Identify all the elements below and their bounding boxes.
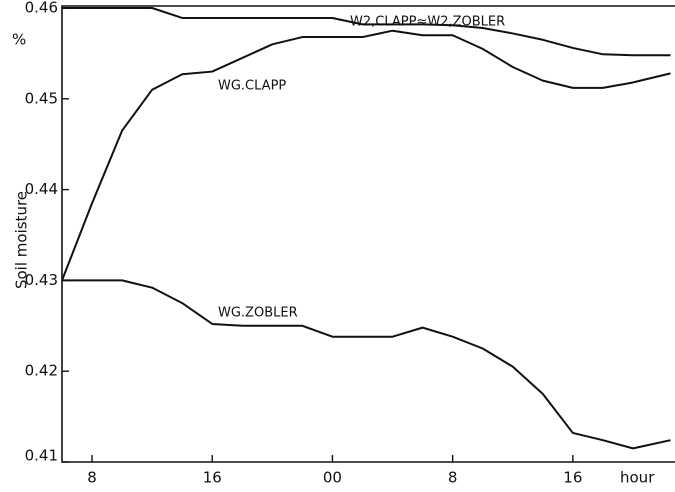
series-label: WG.ZOBLER — [218, 306, 298, 321]
series-line — [62, 279, 671, 450]
y-axis-label: Soil moisture — [13, 191, 31, 289]
x-tick-label: 00 — [323, 469, 342, 487]
y-tick-label: 0.42 — [25, 362, 58, 380]
y-tick-label: 0.43 — [25, 271, 58, 289]
unit-label: % — [12, 31, 26, 49]
x-tick-label: 8 — [448, 469, 458, 487]
series-line — [62, 7, 671, 57]
y-tick-label: 0.44 — [25, 180, 58, 198]
series-label: W2,CLAPP≈W2,ZOBLER — [350, 15, 505, 30]
x-tick-label: 16 — [563, 469, 582, 487]
series-line — [62, 29, 671, 281]
y-tick-label: 0.46 — [25, 0, 58, 17]
x-tick-label: 16 — [203, 469, 222, 487]
series-label: WG.CLAPP — [218, 79, 286, 94]
x-axis-label: hour — [620, 469, 655, 487]
x-tick-label: 8 — [87, 469, 97, 487]
plot-area — [62, 7, 671, 450]
y-tick-label: 0.41 — [25, 447, 58, 465]
y-tick-label: 0.45 — [25, 89, 58, 107]
axis-frame — [61, 5, 675, 463]
